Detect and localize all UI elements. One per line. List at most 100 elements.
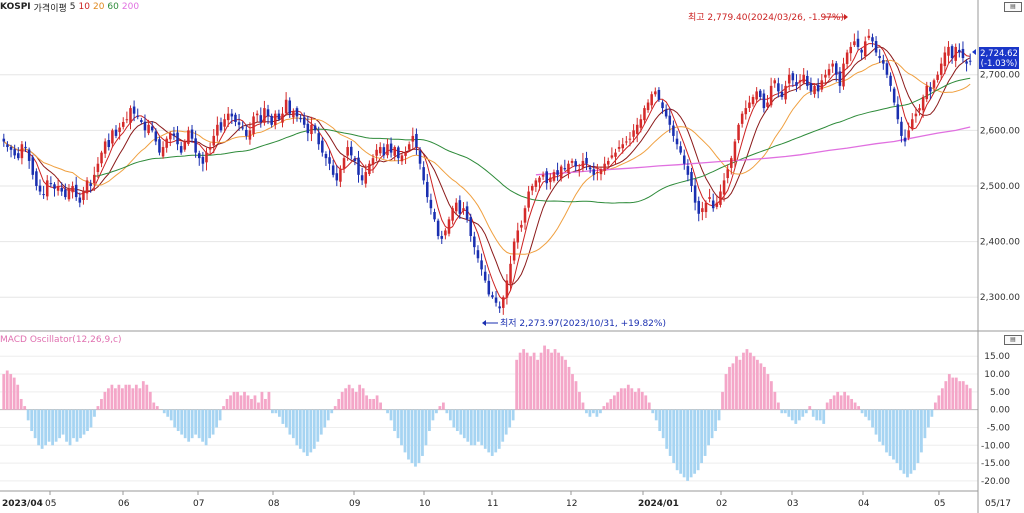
macd-bar — [386, 409, 389, 414]
macd-bar — [218, 409, 222, 421]
macd-bar — [961, 381, 965, 410]
candle-body — [96, 163, 100, 173]
macd-bar — [756, 359, 759, 410]
macd-legend: MACD Oscillator(12,26,9,c) — [0, 335, 122, 345]
macd-bar — [749, 352, 752, 410]
macd-panel-settings-icon[interactable]: ▤ — [1004, 335, 1022, 345]
candle-body — [389, 143, 393, 153]
candle-body — [473, 236, 476, 248]
macd-bar — [396, 409, 400, 439]
macd-bar — [710, 409, 714, 439]
candle-body — [476, 250, 480, 259]
macd-bar — [239, 395, 243, 410]
candle-body — [85, 180, 89, 194]
macd-bar — [23, 406, 27, 410]
macd-bar — [525, 352, 529, 410]
macd-bar — [965, 384, 969, 410]
macd-bar — [288, 409, 292, 435]
macd-bar — [232, 391, 236, 410]
macd-bar — [107, 388, 110, 410]
macd-bar — [571, 374, 574, 410]
macd-bar — [599, 409, 602, 414]
candle-body — [310, 124, 313, 135]
candle-body — [686, 166, 690, 175]
macd-bar — [134, 384, 138, 410]
macd-bar — [351, 388, 355, 410]
candle-body — [675, 138, 679, 145]
candle-body — [835, 63, 838, 75]
macd-bar — [843, 391, 847, 410]
candle-body — [31, 157, 35, 175]
current-price-pointer — [972, 49, 976, 55]
macd-bar — [626, 384, 630, 410]
macd-bar — [560, 356, 564, 410]
candle-body — [567, 163, 570, 173]
candle-body — [440, 236, 444, 239]
macd-bar — [455, 409, 459, 432]
macd-bar — [337, 398, 341, 410]
candle-body — [129, 108, 132, 123]
candle-body — [853, 41, 856, 46]
macd-bar — [410, 409, 414, 464]
candle-body — [849, 46, 853, 54]
candle-body — [704, 202, 708, 213]
macd-bar — [222, 406, 225, 410]
macd-bar — [574, 381, 578, 410]
macd-bar — [250, 398, 253, 410]
candle-body — [2, 138, 6, 142]
candle-body — [502, 297, 505, 308]
candle-body — [64, 189, 67, 198]
price-panel-settings-icon[interactable]: ▤ — [1004, 2, 1022, 12]
macd-bar — [867, 409, 871, 421]
macd-bar — [12, 377, 16, 410]
candle-body — [903, 137, 907, 142]
candle-body — [281, 113, 284, 123]
candle-body — [621, 144, 624, 149]
candle-body — [212, 135, 216, 146]
candle-body — [418, 150, 422, 164]
macd-bar — [452, 409, 456, 428]
candle-body — [867, 35, 871, 38]
candle-body — [762, 93, 766, 109]
macd-bar — [550, 352, 553, 410]
macd-bar — [717, 409, 721, 421]
candle-body — [889, 75, 892, 86]
candle-body — [527, 191, 530, 208]
candle-body — [932, 80, 936, 88]
candle-body — [411, 135, 415, 142]
macd-bar — [682, 409, 686, 478]
macd-bar — [93, 409, 96, 417]
macd-bar — [567, 366, 571, 410]
candle-body — [701, 208, 704, 213]
date-tick-label: 02 — [716, 499, 727, 509]
macd-bar — [54, 409, 58, 442]
macd-bar — [438, 406, 442, 410]
macd-bar — [703, 409, 707, 456]
candle-body — [295, 108, 299, 117]
macd-bar — [183, 409, 187, 439]
macd-bar — [728, 366, 731, 410]
candle-body — [744, 108, 748, 115]
candle-body — [693, 185, 697, 203]
candle-body — [679, 146, 682, 153]
macd-bar — [469, 409, 473, 446]
macd-bar — [33, 409, 37, 439]
candle-body — [556, 170, 559, 175]
candle-body — [614, 152, 617, 157]
macd-bar — [654, 409, 658, 421]
macd-bar — [557, 352, 560, 410]
candle-body — [925, 85, 929, 100]
candle-body — [368, 163, 371, 175]
macd-bar — [920, 409, 923, 453]
candle-body — [169, 133, 172, 140]
candle-body — [462, 208, 465, 211]
candle-body — [147, 124, 150, 134]
macd-bar — [65, 409, 68, 442]
macd-bar — [372, 398, 375, 410]
macd-bar — [100, 398, 103, 410]
candle-body — [885, 63, 889, 75]
macd-tick-label: -10.00 — [981, 441, 1010, 451]
candle-body — [726, 169, 729, 179]
candle-body — [38, 185, 42, 192]
